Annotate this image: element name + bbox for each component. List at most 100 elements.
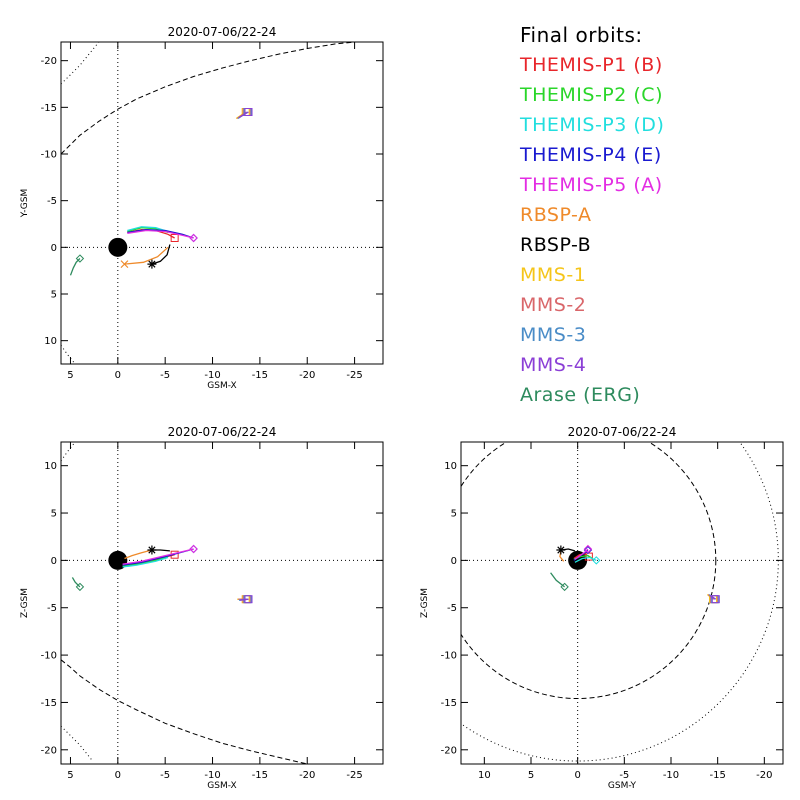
x-tick-label: 5 bbox=[67, 770, 73, 781]
end-marker-themis-p5-a bbox=[583, 544, 593, 554]
orbit-track-rbsp-a bbox=[124, 246, 169, 265]
x-tick-label: -10 bbox=[204, 770, 220, 781]
earth-marker bbox=[108, 550, 128, 570]
x-tick-label: -10 bbox=[204, 370, 220, 381]
y-tick-label: -10 bbox=[41, 150, 57, 161]
x-tick-label: -25 bbox=[346, 770, 362, 781]
orbit-track-themis-p5-a bbox=[127, 229, 194, 239]
panel-xz-title: 2020-07-06/22-24 bbox=[168, 425, 277, 439]
legend-item-themis-p2: THEMIS-P2 (C) bbox=[520, 84, 663, 106]
y-tick-label: -5 bbox=[447, 603, 457, 614]
x-tick-label: 5 bbox=[528, 770, 534, 781]
magnetopause-boundary-0 bbox=[61, 659, 308, 764]
end-marker-rbsp-b bbox=[556, 545, 566, 555]
end-marker-themis-p5-a bbox=[189, 233, 198, 243]
y-tick-label: -10 bbox=[41, 651, 57, 662]
legend-item-arase: Arase (ERG) bbox=[520, 384, 641, 406]
orbit-track-rbsp-b bbox=[151, 244, 171, 265]
legend-item-mms-3: MMS-3 bbox=[520, 324, 587, 346]
y-tick-label: 5 bbox=[451, 509, 457, 520]
x-tick-label: -15 bbox=[709, 770, 725, 781]
orbit-track-themis-p3-d bbox=[127, 226, 169, 233]
end-marker-arase-erg bbox=[560, 582, 569, 592]
panel-xy-plot-area: 5 0 -5 -10 -15 -20 -25 -20 -15 -10 -5 0 5 10 bbox=[41, 42, 383, 381]
x-tick-label: -5 bbox=[160, 370, 170, 381]
panel-xy-xlabel: GSM-X bbox=[207, 381, 236, 391]
x-tick-label: -20 bbox=[299, 370, 315, 381]
panel-xy-ylabel: Y-GSM bbox=[20, 189, 30, 218]
x-tick-label: 0 bbox=[574, 770, 580, 781]
panel-yz-plot-area: 10 5 0 -5 -10 -15 -20 -20 -15 -10 -5 0 5 10 bbox=[441, 442, 783, 781]
legend-item-mms-1: MMS-1 bbox=[520, 264, 587, 286]
y-tick-label: -5 bbox=[47, 603, 57, 614]
y-tick-label: 5 bbox=[51, 290, 57, 301]
magnetopause-boundary-0 bbox=[461, 442, 717, 699]
panel-yz-frame bbox=[460, 441, 784, 765]
legend-title: Final orbits: bbox=[520, 23, 643, 47]
y-tick-label: -15 bbox=[441, 698, 457, 709]
x-tick-label: -25 bbox=[346, 370, 362, 381]
end-marker-rbsp-b bbox=[147, 545, 157, 555]
orbit-track-mms-4 bbox=[709, 594, 717, 600]
orbit-track-arase-erg bbox=[550, 572, 566, 588]
y-tick-label: 0 bbox=[451, 556, 457, 567]
y-tick-label: 10 bbox=[44, 336, 57, 347]
panel-xy: 2020-07-06/22-24 5 0 -5 -10 -15 -20 -25 -20 -15 -… bbox=[20, 25, 384, 391]
y-tick-label: 10 bbox=[444, 461, 457, 472]
x-tick-label: 0 bbox=[115, 370, 121, 381]
y-tick-label: -15 bbox=[41, 103, 57, 114]
orbit-track-themis-p2-c bbox=[122, 555, 169, 567]
y-tick-label: 10 bbox=[44, 461, 57, 472]
y-tick-label: 5 bbox=[51, 509, 57, 520]
orbit-track-arase-erg bbox=[71, 577, 81, 588]
bow-shock-boundary-1 bbox=[61, 42, 100, 85]
legend: Final orbits: THEMIS-P1 (B) THEMIS-P2 (C… bbox=[520, 20, 790, 410]
legend-item-rbsp-a: RBSP-A bbox=[520, 204, 592, 226]
x-tick-label: -10 bbox=[663, 770, 679, 781]
orbit-track-themis-p3-d bbox=[574, 556, 597, 563]
x-tick-label: 0 bbox=[115, 770, 121, 781]
orbit-track-mms-4 bbox=[238, 111, 249, 119]
legend-item-themis-p3: THEMIS-P3 (D) bbox=[520, 114, 665, 136]
y-tick-label: -20 bbox=[41, 56, 57, 67]
legend-item-themis-p5: THEMIS-P5 (A) bbox=[520, 174, 663, 196]
legend-item-rbsp-b: RBSP-B bbox=[520, 234, 592, 256]
panel-yz: 2020-07-06/22-24 10 5 0 -5 -10 -15 -20 -20 -15 -1… bbox=[420, 425, 784, 791]
panel-xz-frame bbox=[60, 441, 384, 765]
legend-item-themis-p4: THEMIS-P4 (E) bbox=[520, 144, 662, 166]
x-tick-label: -5 bbox=[619, 770, 629, 781]
legend-item-mms-2: MMS-2 bbox=[520, 294, 587, 316]
x-tick-label: -5 bbox=[160, 770, 170, 781]
bow-shock-boundary-1 bbox=[61, 725, 92, 760]
end-marker-arase-erg bbox=[75, 254, 85, 263]
x-tick-label: -20 bbox=[756, 770, 772, 781]
panel-yz-ylabel: Z-GSM bbox=[420, 588, 430, 618]
bow-shock-boundary-2 bbox=[61, 442, 76, 462]
end-marker-themis-p5-a bbox=[189, 544, 198, 554]
end-marker-arase-erg bbox=[75, 582, 85, 592]
y-tick-label: -20 bbox=[41, 745, 57, 756]
magnetopause-boundary-0 bbox=[61, 42, 355, 155]
y-tick-label: -10 bbox=[441, 651, 457, 662]
end-marker-themis-p4-e bbox=[583, 545, 593, 555]
x-tick-label: -15 bbox=[252, 370, 268, 381]
y-tick-label: 0 bbox=[51, 556, 57, 567]
panel-xy-frame bbox=[60, 41, 384, 365]
orbit-track-themis-p5-a bbox=[122, 548, 194, 565]
y-tick-label: -20 bbox=[441, 745, 457, 756]
earth-marker bbox=[108, 237, 128, 257]
orbit-track-themis-p3-d bbox=[122, 556, 169, 568]
y-tick-label: 0 bbox=[51, 243, 57, 254]
end-marker-themis-p1-b bbox=[170, 234, 179, 242]
panel-xz-xlabel: GSM-X bbox=[207, 781, 236, 791]
end-marker-rbsp-b bbox=[147, 259, 157, 269]
end-marker-mms-4 bbox=[244, 108, 253, 116]
end-marker-rbsp-a bbox=[120, 260, 129, 269]
orbit-track-mms-4 bbox=[239, 598, 249, 601]
end-marker-mms-4 bbox=[244, 595, 253, 604]
panel-yz-title: 2020-07-06/22-24 bbox=[568, 425, 677, 439]
orbit-track-rbsp-a bbox=[124, 549, 153, 560]
panel-yz-xlabel: GSM-Y bbox=[608, 781, 637, 791]
panel-xz: 2020-07-06/22-24 5 0 -5 -10 -15 -20 -25 -20 -15 -… bbox=[20, 425, 384, 791]
